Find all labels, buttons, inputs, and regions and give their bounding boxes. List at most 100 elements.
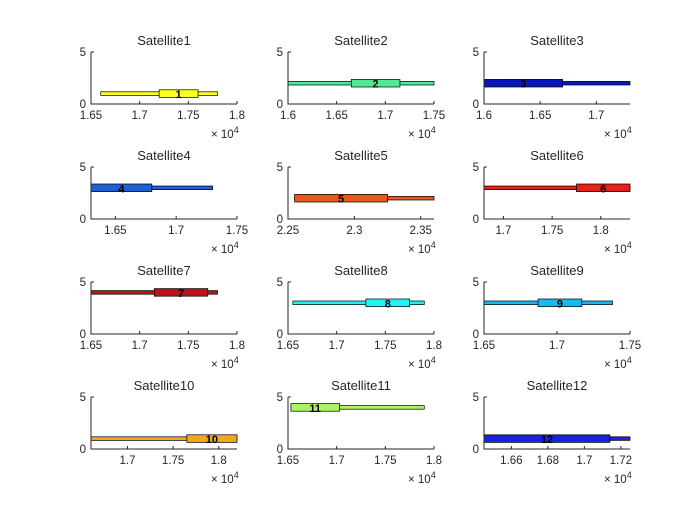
x-tick-label: 1.7 [549,340,565,352]
bar-label: 7 [178,288,184,300]
subplot-title: Satellite2 [334,33,387,48]
range-box [576,183,631,192]
y-tick-label: 5 [473,392,479,404]
y-tick-label: 0 [473,99,479,111]
range-box [153,288,209,297]
range-line [292,300,425,305]
bar-label: 2 [373,79,379,91]
subplot-title: Satellite4 [137,148,190,163]
y-tick-label: 5 [473,47,479,59]
x-tick-label: 1.65 [277,455,299,467]
x-tick-label: 1.65 [473,340,495,352]
x-multiplier: × 104 [604,355,632,371]
x-tick-label: 1.8 [229,340,245,352]
bar-label: 6 [600,183,606,195]
bar-label: 8 [385,298,391,310]
y-tick-label: 0 [277,214,283,226]
y-tick-label: 5 [277,47,283,59]
bar-label: 1 [176,89,182,101]
y-tick-label: 0 [277,329,283,341]
x-tick-label: 1.75 [541,225,563,237]
y-tick-label: 5 [277,162,283,174]
axes-box [90,167,237,220]
x-tick-label: 1.7 [588,110,604,122]
x-multiplier: × 104 [604,240,632,256]
subplot-satellite11: Satellite11 11 0 5 1.65 1.7 1.75 1.8 × 104 [277,378,442,486]
x-tick-label: 1.75 [226,225,248,237]
subplot-title: Satellite12 [527,378,588,393]
x-tick-label: 1.65 [104,225,126,237]
bar-label: 5 [338,194,344,206]
range-box [158,89,199,98]
subplot-satellite6: Satellite6 6 0 5 1.7 1.75 1.8 × 104 [473,148,632,256]
y-tick-label: 5 [80,277,86,289]
x-tick-label: 1.8 [426,455,442,467]
y-tick-label: 5 [473,162,479,174]
subplot-satellite3: Satellite3 3 0 5 1.6 1.65 1.7× 104 [473,33,632,141]
x-tick-label: 1.75 [374,340,396,352]
y-tick-label: 0 [277,444,283,456]
x-tick-label: 2.25 [277,225,299,237]
y-tick-label: 0 [473,329,479,341]
bar-label: 4 [118,183,125,195]
subplot-satellite5: Satellite5 5 0 5 2.25 2.3 2.35 × 104 [277,148,436,256]
x-multiplier: × 104 [408,355,436,371]
subplot-satellite10: Satellite10 10 0 5 1.7 1.75 1.8 × 104 [80,378,239,486]
subplot-satellite7: Satellite7 7 0 5 1.65 1.7 1.75 1.8 × 104 [80,263,245,371]
y-tick-label: 0 [473,214,479,226]
y-tick-label: 0 [80,329,86,341]
x-tick-label: 1.65 [325,110,347,122]
bar-label: 10 [206,434,218,446]
y-tick-label: 0 [473,444,479,456]
x-tick-label: 1.7 [132,340,148,352]
subplot-title: Satellite7 [137,263,190,278]
x-multiplier: × 104 [604,125,632,141]
axes-box [483,52,630,105]
axes-box [483,167,630,220]
x-tick-label: 1.75 [374,455,396,467]
x-tick-label: 1.6 [476,110,492,122]
subplot-title: Satellite10 [134,378,195,393]
subplot-title: Satellite8 [334,263,387,278]
x-tick-label: 1.75 [177,340,199,352]
x-tick-label: 1.7 [495,225,511,237]
range-box [350,79,401,88]
y-tick-label: 5 [473,277,479,289]
subplot-title: Satellite5 [334,148,387,163]
subplot-satellite8: Satellite8 8 0 5 1.65 1.7 1.75 1.8 × 104 [277,263,442,371]
x-tick-label: 1.75 [177,110,199,122]
axes-box [287,167,434,220]
axes-box [287,52,434,105]
y-tick-label: 5 [80,47,86,59]
subplot-title: Satellite11 [331,378,391,393]
y-tick-label: 0 [80,444,86,456]
x-tick-label: 1.68 [537,455,559,467]
x-tick-label: 1.8 [593,225,609,237]
x-tick-label: 1.8 [211,455,227,467]
range-box [365,298,411,307]
range-box [294,194,388,203]
subplot-title: Satellite9 [530,263,583,278]
x-tick-label: 1.7 [168,225,184,237]
x-multiplier: × 104 [408,240,436,256]
x-tick-label: 1.7 [120,455,136,467]
x-tick-label: 1.65 [277,340,299,352]
bar-label: 12 [541,434,553,446]
y-tick-label: 5 [80,392,86,404]
x-tick-label: 1.7 [329,340,345,352]
bar-label: 3 [520,79,526,91]
subplot-title: Satellite6 [530,148,583,163]
x-tick-label: 1.8 [426,340,442,352]
y-tick-label: 0 [277,99,283,111]
x-tick-label: 1.72 [610,455,632,467]
subplot-satellite4: Satellite4 4 0 5 1.65 1.7 1.75 × 104 [80,148,249,256]
y-tick-label: 5 [277,277,283,289]
subplot-title: Satellite3 [530,33,583,48]
x-tick-label: 1.7 [377,110,393,122]
x-tick-label: 1.7 [576,455,592,467]
x-tick-label: 1.65 [80,110,102,122]
x-tick-label: 1.65 [529,110,551,122]
subplot-satellite1: Satellite1 1 0 5 1.65 1.7 1.75 1.8 × 104 [80,33,245,141]
x-tick-label: 1.6 [280,110,296,122]
